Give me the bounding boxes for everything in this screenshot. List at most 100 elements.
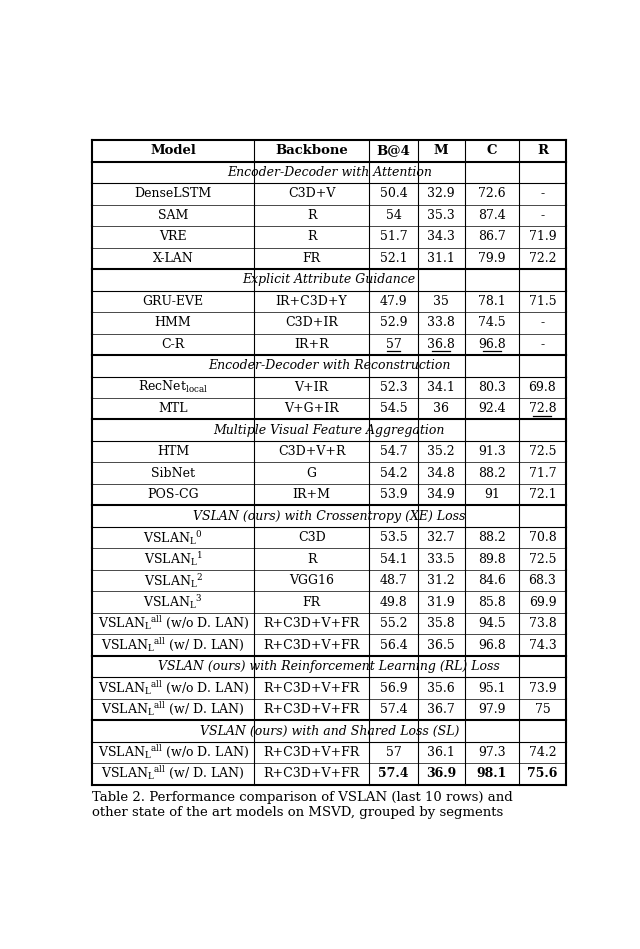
Text: 53.5: 53.5 <box>380 531 408 544</box>
Text: 50.4: 50.4 <box>380 187 408 200</box>
Text: SibNet: SibNet <box>151 467 195 479</box>
Text: 75.6: 75.6 <box>527 768 557 780</box>
Text: C3D+V: C3D+V <box>288 187 335 200</box>
Text: R: R <box>307 231 316 243</box>
Text: 33.5: 33.5 <box>428 552 455 566</box>
Text: VSLAN$_{\mathregular{L}}$$^{\mathregular{0}}$: VSLAN$_{\mathregular{L}}$$^{\mathregular… <box>143 529 203 547</box>
Text: 68.3: 68.3 <box>529 574 556 587</box>
Text: -: - <box>540 187 545 200</box>
Text: 94.5: 94.5 <box>478 617 506 630</box>
Text: Encoder-Decoder with Reconstruction: Encoder-Decoder with Reconstruction <box>208 360 451 372</box>
Text: 54.2: 54.2 <box>380 467 408 479</box>
Text: 57.4: 57.4 <box>378 768 409 780</box>
Text: Encoder-Decoder with Attention: Encoder-Decoder with Attention <box>227 166 431 179</box>
Text: 69.9: 69.9 <box>529 596 556 608</box>
Text: Model: Model <box>150 144 196 158</box>
Text: C3D+IR: C3D+IR <box>285 316 338 329</box>
Text: 96.8: 96.8 <box>478 639 506 652</box>
Text: Backbone: Backbone <box>275 144 348 158</box>
Text: R: R <box>307 552 316 566</box>
Text: 71.7: 71.7 <box>529 467 556 479</box>
Text: 71.5: 71.5 <box>529 295 556 307</box>
Text: R+C3D+V+FR: R+C3D+V+FR <box>264 639 360 652</box>
Text: 56.9: 56.9 <box>380 681 408 695</box>
Text: VSLAN$_{\mathregular{L}}$$^{\mathregular{2}}$: VSLAN$_{\mathregular{L}}$$^{\mathregular… <box>143 571 203 589</box>
Text: GRU-EVE: GRU-EVE <box>143 295 204 307</box>
Text: 31.2: 31.2 <box>428 574 455 587</box>
Text: 72.5: 72.5 <box>529 445 556 458</box>
Text: MTL: MTL <box>158 402 188 416</box>
Text: FR: FR <box>303 596 321 608</box>
Text: VSLAN$_{\mathregular{L}}$$^{\mathregular{all}}$ (w/o D. LAN): VSLAN$_{\mathregular{L}}$$^{\mathregular… <box>98 679 248 697</box>
Text: HMM: HMM <box>155 316 191 329</box>
Text: C-R: C-R <box>161 338 185 351</box>
Text: IR+R: IR+R <box>294 338 329 351</box>
Text: 35.8: 35.8 <box>428 617 455 630</box>
Text: 36.9: 36.9 <box>426 768 456 780</box>
Text: M: M <box>434 144 449 158</box>
Text: 73.9: 73.9 <box>529 681 556 695</box>
Text: RecNet$_{\mathregular{local}}$: RecNet$_{\mathregular{local}}$ <box>138 380 208 396</box>
Text: VSLAN$_{\mathregular{L}}$$^{\mathregular{all}}$ (w/o D. LAN): VSLAN$_{\mathregular{L}}$$^{\mathregular… <box>98 615 248 632</box>
Text: 32.7: 32.7 <box>428 531 455 544</box>
Text: 74.3: 74.3 <box>529 639 556 652</box>
Text: 54: 54 <box>386 209 401 222</box>
Text: 69.8: 69.8 <box>529 381 556 394</box>
Text: 54.1: 54.1 <box>380 552 408 566</box>
Text: 35.2: 35.2 <box>428 445 455 458</box>
Text: 34.3: 34.3 <box>428 231 455 243</box>
Text: 75: 75 <box>534 703 550 716</box>
Text: Explicit Attribute Guidance: Explicit Attribute Guidance <box>243 273 416 287</box>
Text: 86.7: 86.7 <box>478 231 506 243</box>
Text: 88.2: 88.2 <box>478 467 506 479</box>
Text: 88.2: 88.2 <box>478 531 506 544</box>
Text: 91: 91 <box>484 488 500 501</box>
Text: C: C <box>486 144 497 158</box>
Text: 57: 57 <box>386 746 401 759</box>
Text: C3D+V+R: C3D+V+R <box>278 445 346 458</box>
Text: 31.9: 31.9 <box>428 596 455 608</box>
Text: 74.5: 74.5 <box>478 316 506 329</box>
Text: 95.1: 95.1 <box>478 681 506 695</box>
Text: FR: FR <box>303 251 321 265</box>
Text: B@4: B@4 <box>376 144 410 158</box>
Text: 74.2: 74.2 <box>529 746 556 759</box>
Text: 32.9: 32.9 <box>428 187 455 200</box>
Text: 89.8: 89.8 <box>478 552 506 566</box>
Text: 34.8: 34.8 <box>428 467 455 479</box>
Text: 96.8: 96.8 <box>478 338 506 351</box>
Text: VSLAN$_{\mathregular{L}}$$^{\mathregular{all}}$ (w/o D. LAN): VSLAN$_{\mathregular{L}}$$^{\mathregular… <box>98 744 248 761</box>
Text: 51.7: 51.7 <box>380 231 408 243</box>
Text: DenseLSTM: DenseLSTM <box>134 187 212 200</box>
Text: IR+M: IR+M <box>292 488 331 501</box>
Text: 56.4: 56.4 <box>380 639 408 652</box>
Text: 31.1: 31.1 <box>428 251 455 265</box>
Text: VSLAN$_{\mathregular{L}}$$^{\mathregular{all}}$ (w/ D. LAN): VSLAN$_{\mathregular{L}}$$^{\mathregular… <box>101 637 245 654</box>
Text: 36.8: 36.8 <box>428 338 455 351</box>
Text: 78.1: 78.1 <box>478 295 506 307</box>
Text: 72.1: 72.1 <box>529 488 556 501</box>
Text: 57.4: 57.4 <box>380 703 408 716</box>
Text: 85.8: 85.8 <box>478 596 506 608</box>
Text: C3D: C3D <box>298 531 326 544</box>
Text: 36: 36 <box>433 402 449 416</box>
Text: R: R <box>537 144 548 158</box>
Text: V+G+IR: V+G+IR <box>284 402 339 416</box>
Text: 98.1: 98.1 <box>477 768 507 780</box>
Text: 72.5: 72.5 <box>529 552 556 566</box>
Text: 48.7: 48.7 <box>380 574 408 587</box>
Text: 73.8: 73.8 <box>529 617 556 630</box>
Text: 92.4: 92.4 <box>478 402 506 416</box>
Text: R+C3D+V+FR: R+C3D+V+FR <box>264 617 360 630</box>
Text: HTM: HTM <box>157 445 189 458</box>
Text: POS-CG: POS-CG <box>147 488 199 501</box>
Text: -: - <box>540 316 545 329</box>
Text: R: R <box>307 209 316 222</box>
Text: -: - <box>540 338 545 351</box>
Text: 97.3: 97.3 <box>478 746 506 759</box>
Text: 55.2: 55.2 <box>380 617 407 630</box>
Text: VGG16: VGG16 <box>289 574 334 587</box>
Text: R+C3D+V+FR: R+C3D+V+FR <box>264 703 360 716</box>
Text: Multiple Visual Feature Aggregation: Multiple Visual Feature Aggregation <box>214 423 445 437</box>
Text: R+C3D+V+FR: R+C3D+V+FR <box>264 746 360 759</box>
